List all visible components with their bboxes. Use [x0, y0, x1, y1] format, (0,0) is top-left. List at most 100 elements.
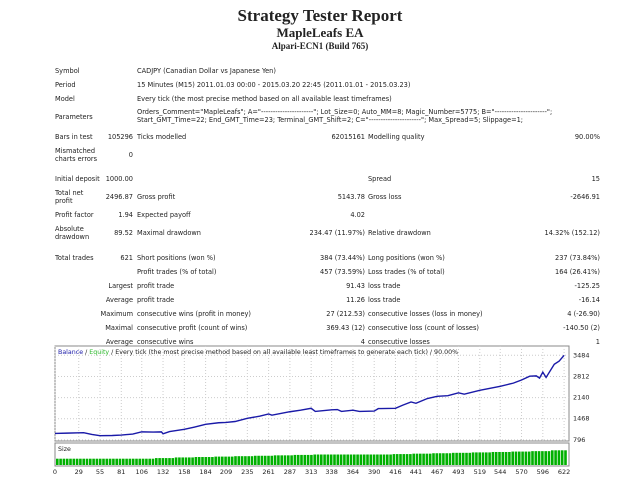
- gross-profit-value: 5143.78: [337, 193, 365, 201]
- stat-row-loss-value: 4 (-26.90): [567, 310, 600, 318]
- x-tick-label: 132: [157, 468, 169, 476]
- stat-row-profit-value: 27 (212.53): [326, 310, 365, 318]
- deposit-value: 1000.00: [105, 175, 133, 183]
- profit-factor-value: 1.94: [118, 211, 133, 219]
- model-value: Every tick (the most precise method base…: [137, 95, 392, 103]
- profit-trades-value: 457 (73.59%): [320, 268, 365, 276]
- loss-trades-label: Loss trades (% of total): [368, 268, 445, 276]
- size-bar: [564, 450, 567, 465]
- quality-label: Modelling quality: [368, 133, 425, 141]
- parameters-line-1: Orders_Comment="MapleLeafs"; A="--------…: [137, 108, 553, 116]
- size-bar: [148, 458, 151, 465]
- y-tick-label: 2140: [573, 394, 590, 402]
- ea-name: MapleLeafs EA: [276, 25, 364, 40]
- size-bar: [494, 451, 498, 465]
- size-bar: [382, 454, 386, 465]
- stat-row-loss-value: -140.50 (2): [563, 324, 600, 332]
- size-bar: [521, 451, 524, 465]
- size-bar: [89, 458, 92, 465]
- size-bar: [184, 457, 188, 465]
- size-bar: [531, 451, 534, 465]
- stat-row-loss-label: consecutive losses: [368, 338, 430, 346]
- size-bar: [118, 458, 122, 465]
- x-tick-label: 544: [494, 468, 506, 476]
- bars-label: Bars in test: [55, 133, 93, 141]
- x-tick-label: 261: [262, 468, 274, 476]
- size-bar: [164, 458, 168, 465]
- size-bar: [62, 458, 66, 465]
- size-bar: [75, 458, 79, 465]
- parameters-line-2: Start_GMT_Time=22; End_GMT_Time=23; Term…: [137, 116, 524, 124]
- mismatch-label-1: Mismatched: [55, 147, 96, 155]
- size-bar: [277, 455, 280, 465]
- size-bar: [465, 452, 468, 465]
- size-bar: [471, 452, 475, 465]
- size-bar: [455, 452, 458, 465]
- x-tick-label: 235: [241, 468, 253, 476]
- size-bar: [250, 456, 254, 465]
- size-bar: [320, 454, 323, 465]
- size-bar: [376, 454, 379, 465]
- size-bar: [422, 453, 425, 465]
- abs-dd-value: 89.52: [114, 229, 133, 237]
- size-bar: [56, 458, 59, 465]
- stat-row-prefix: Average: [105, 338, 133, 346]
- size-bar: [59, 458, 62, 465]
- size-bar: [135, 458, 138, 465]
- size-bar: [214, 456, 217, 465]
- size-bar: [399, 454, 402, 465]
- x-tick-label: 441: [410, 468, 422, 476]
- size-bar: [207, 457, 211, 465]
- gross-loss-label: Gross loss: [368, 193, 402, 201]
- rel-dd-value: 14.32% (152.12): [544, 229, 600, 237]
- size-bar: [557, 450, 561, 465]
- x-tick-label: 390: [368, 468, 380, 476]
- size-bar: [518, 451, 521, 465]
- size-bar: [366, 454, 369, 465]
- size-bar: [72, 458, 76, 465]
- size-label: Size: [58, 446, 71, 453]
- stat-row-profit-label: profit trade: [137, 296, 175, 304]
- quality-value: 90.00%: [574, 133, 600, 141]
- size-bar: [372, 454, 376, 465]
- size-bar: [501, 451, 505, 465]
- size-bar: [448, 453, 452, 465]
- size-bar: [95, 458, 99, 465]
- size-bar: [267, 455, 270, 465]
- stat-row-prefix: Largest: [108, 282, 133, 290]
- size-bar: [313, 454, 316, 465]
- long-value: 237 (73.84%): [555, 254, 600, 262]
- x-tick-label: 81: [117, 468, 125, 476]
- y-tick-label: 3484: [573, 351, 590, 359]
- total-trades-label: Total trades: [55, 254, 94, 262]
- legend-separator: /: [83, 349, 89, 356]
- stat-row-prefix: Average: [105, 296, 133, 304]
- size-bar: [537, 451, 541, 465]
- size-bar: [224, 456, 227, 465]
- short-label: Short positions (won %): [137, 254, 216, 262]
- size-bar: [425, 453, 429, 465]
- x-tick-label: 519: [474, 468, 486, 476]
- size-bar: [79, 458, 82, 465]
- size-bar: [541, 451, 544, 465]
- size-bar: [415, 453, 419, 465]
- x-tick-label: 287: [284, 468, 296, 476]
- size-bar: [445, 453, 448, 465]
- abs-dd-label-2: drawdown: [55, 233, 90, 241]
- size-bar: [432, 453, 435, 465]
- size-bar: [102, 458, 105, 465]
- size-bar: [485, 452, 488, 465]
- size-bar: [478, 452, 481, 465]
- size-bar: [419, 453, 422, 465]
- size-bar: [201, 457, 204, 465]
- size-bar: [524, 451, 528, 465]
- size-bar: [300, 454, 303, 465]
- size-bar: [237, 456, 241, 465]
- stat-row-profit-value: 91.43: [346, 282, 365, 290]
- size-bar: [412, 453, 415, 465]
- size-bar: [171, 458, 175, 465]
- y-tick-label: 2812: [573, 372, 590, 380]
- size-bar: [369, 454, 373, 465]
- size-bar: [442, 453, 445, 465]
